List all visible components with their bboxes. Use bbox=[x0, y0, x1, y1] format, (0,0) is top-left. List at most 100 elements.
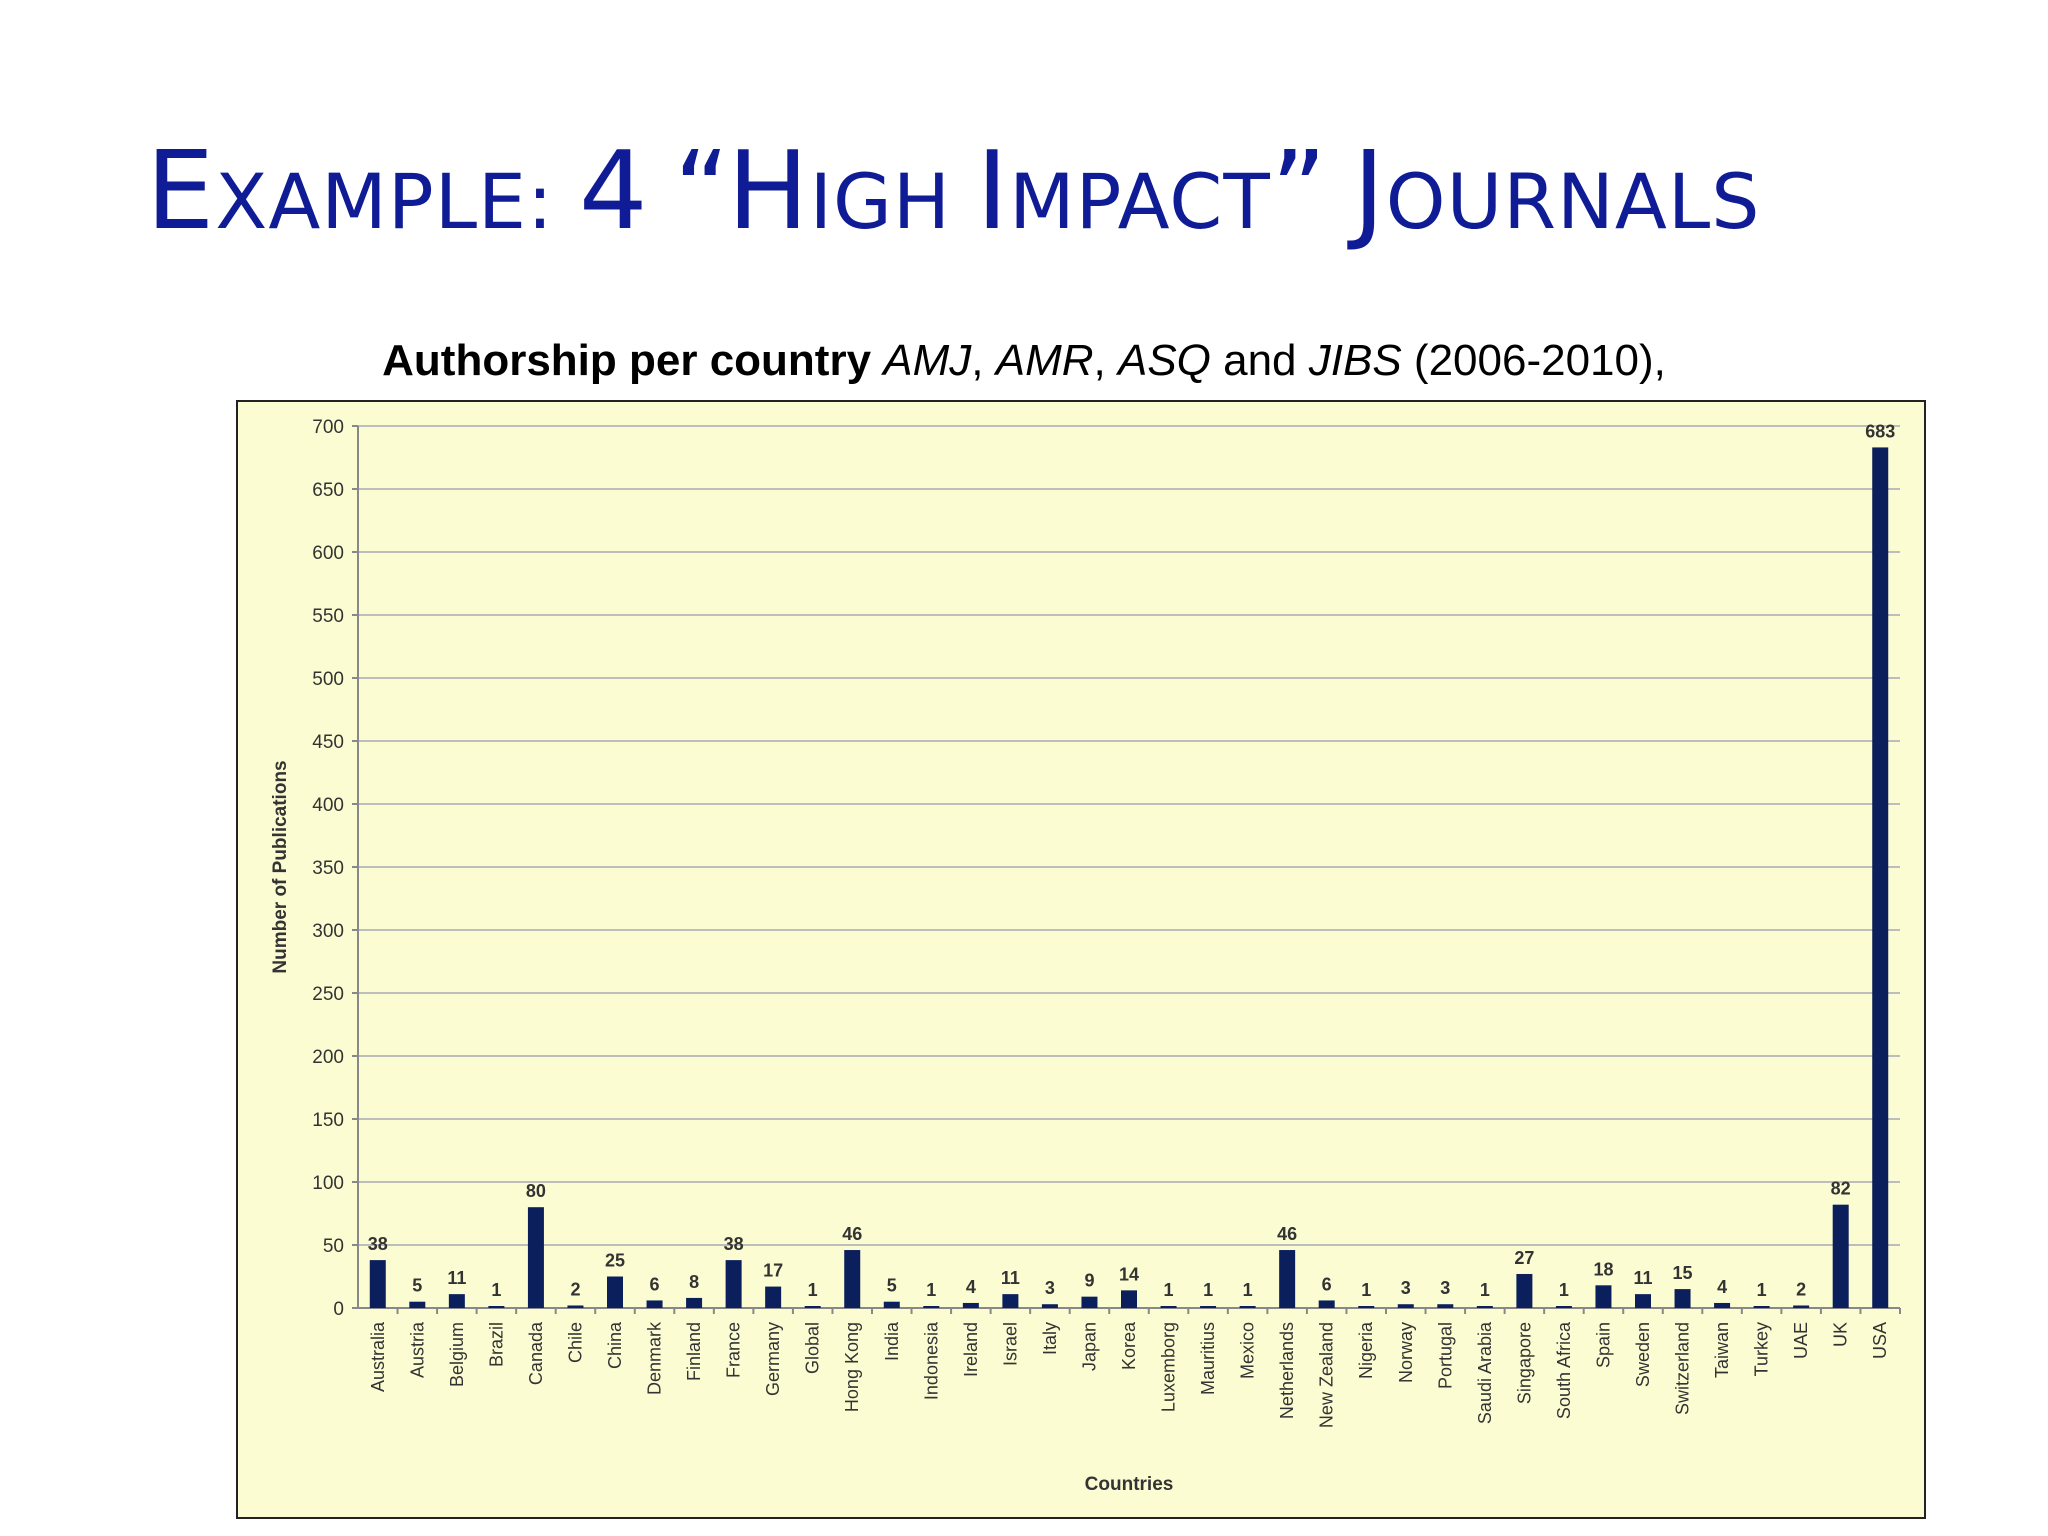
bar bbox=[1081, 1296, 1098, 1308]
x-tick-label: India bbox=[882, 1321, 902, 1361]
data-label: 14 bbox=[1119, 1264, 1139, 1284]
data-label: 25 bbox=[605, 1251, 625, 1271]
data-label: 1 bbox=[1480, 1280, 1490, 1300]
x-tick-label: China bbox=[605, 1321, 625, 1369]
bar bbox=[1358, 1306, 1375, 1308]
x-tick-label: Belgium bbox=[447, 1322, 467, 1387]
y-tick-label: 0 bbox=[333, 1299, 344, 1320]
y-axis-title: Number of Publications bbox=[270, 760, 291, 973]
subtitle-asq: ASQ bbox=[1117, 336, 1211, 385]
title-close-quote: ” bbox=[1270, 129, 1328, 254]
data-label: 46 bbox=[1277, 1224, 1297, 1244]
bar bbox=[883, 1301, 900, 1308]
y-tick-label: 700 bbox=[312, 417, 344, 438]
x-tick-label: Singapore bbox=[1514, 1322, 1534, 1404]
bar bbox=[1832, 1204, 1849, 1308]
data-label: 11 bbox=[447, 1268, 466, 1288]
bar bbox=[1397, 1304, 1414, 1308]
data-label: 3 bbox=[1440, 1278, 1450, 1298]
y-tick-label: 350 bbox=[312, 858, 344, 879]
x-tick-label: Switzerland bbox=[1673, 1322, 1693, 1415]
bar bbox=[409, 1301, 426, 1308]
bar bbox=[1279, 1250, 1296, 1308]
x-tick-label: Korea bbox=[1119, 1321, 1139, 1370]
x-tick-label: Germany bbox=[763, 1322, 783, 1396]
title-colon: : bbox=[527, 157, 554, 246]
subtitle-amj: AMJ bbox=[883, 336, 972, 385]
x-tick-label: France bbox=[724, 1322, 744, 1378]
x-tick-label: Mauritius bbox=[1198, 1322, 1218, 1395]
x-tick-label: Saudi Arabia bbox=[1475, 1321, 1495, 1424]
data-label: 1 bbox=[1559, 1280, 1569, 1300]
y-tick-label: 550 bbox=[312, 606, 344, 627]
x-tick-label: Hong Kong bbox=[842, 1322, 862, 1412]
x-tick-label: UK bbox=[1831, 1322, 1851, 1347]
y-tick-label: 300 bbox=[312, 921, 344, 942]
title-i: I bbox=[976, 129, 1010, 254]
bar bbox=[804, 1306, 821, 1308]
data-label: 6 bbox=[650, 1274, 660, 1294]
bar bbox=[1674, 1289, 1691, 1308]
title-igh: IGH bbox=[809, 157, 952, 246]
y-tick-label: 50 bbox=[323, 1236, 344, 1257]
data-label: 1 bbox=[491, 1280, 501, 1300]
bar bbox=[1555, 1306, 1572, 1308]
chart-subtitle: Authorship per country AMJ, AMR, ASQ and… bbox=[0, 336, 2048, 386]
x-tick-label: Norway bbox=[1396, 1322, 1416, 1383]
bar bbox=[1318, 1300, 1335, 1308]
bar bbox=[1872, 447, 1889, 1308]
x-tick-label: UAE bbox=[1791, 1322, 1811, 1359]
subtitle-sep2: , bbox=[1093, 336, 1118, 385]
bar bbox=[1041, 1304, 1058, 1308]
y-tick-label: 100 bbox=[312, 1173, 344, 1194]
data-label: 5 bbox=[412, 1276, 422, 1296]
data-label: 1 bbox=[1361, 1280, 1371, 1300]
title-j: J bbox=[1352, 129, 1386, 254]
data-label: 5 bbox=[887, 1276, 897, 1296]
x-tick-label: Italy bbox=[1040, 1322, 1060, 1355]
y-tick-label: 450 bbox=[312, 732, 344, 753]
data-label: 15 bbox=[1673, 1263, 1693, 1283]
x-tick-label: Turkey bbox=[1752, 1322, 1772, 1376]
x-tick-label: USA bbox=[1870, 1322, 1890, 1359]
bar bbox=[1635, 1294, 1651, 1308]
data-label: 1 bbox=[1243, 1280, 1253, 1300]
bar bbox=[725, 1260, 742, 1308]
x-tick-label: Australia bbox=[368, 1321, 388, 1392]
bar bbox=[607, 1276, 623, 1308]
y-tick-label: 200 bbox=[312, 1047, 344, 1068]
data-label: 2 bbox=[1796, 1279, 1806, 1299]
data-label: 38 bbox=[368, 1234, 388, 1254]
y-tick-label: 150 bbox=[312, 1110, 344, 1131]
data-label: 1 bbox=[1164, 1280, 1174, 1300]
bar bbox=[923, 1306, 940, 1308]
bar bbox=[1437, 1304, 1454, 1308]
data-label: 18 bbox=[1593, 1259, 1613, 1279]
bar bbox=[686, 1297, 703, 1308]
bar bbox=[1121, 1290, 1137, 1308]
bar bbox=[1239, 1306, 1256, 1308]
title-h: H bbox=[727, 129, 810, 254]
data-label: 11 bbox=[1001, 1268, 1020, 1288]
slide-title: EXAMPLE: 4 “HIGH IMPACT” JOURNALS bbox=[146, 138, 1760, 246]
data-label: 2 bbox=[570, 1279, 580, 1299]
data-label: 3 bbox=[1045, 1278, 1055, 1298]
bar bbox=[1516, 1273, 1533, 1308]
x-tick-label: Finland bbox=[684, 1322, 704, 1381]
subtitle-and: and bbox=[1210, 336, 1309, 385]
x-tick-label: Denmark bbox=[645, 1321, 665, 1395]
data-label: 683 bbox=[1865, 421, 1895, 441]
x-tick-label: Brazil bbox=[486, 1322, 506, 1367]
bar bbox=[1595, 1285, 1612, 1308]
bar bbox=[962, 1302, 979, 1308]
y-tick-label: 400 bbox=[312, 795, 344, 816]
x-tick-label: Global bbox=[803, 1322, 823, 1374]
bar bbox=[1002, 1294, 1019, 1308]
x-tick-label: Spain bbox=[1593, 1322, 1613, 1368]
data-label: 9 bbox=[1084, 1271, 1094, 1291]
bar-chart: 0 50 100 150 200 250 300 350 400 450 500 550 600 650 7… bbox=[270, 417, 1901, 1495]
bar bbox=[488, 1306, 505, 1308]
data-label: 80 bbox=[526, 1181, 546, 1201]
x-tick-label: Nigeria bbox=[1356, 1321, 1376, 1379]
x-tick-label: Portugal bbox=[1435, 1322, 1455, 1389]
